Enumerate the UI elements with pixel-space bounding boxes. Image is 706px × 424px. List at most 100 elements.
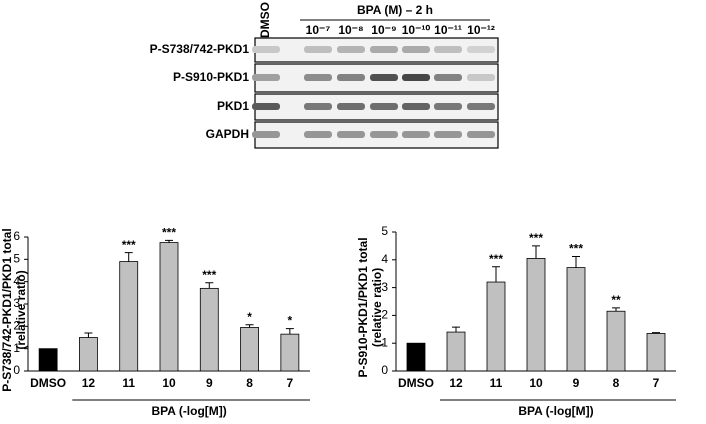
blot-row-label: GAPDH [206,127,249,141]
y-tick-label: 2 [13,319,20,333]
x-tick-label: 12 [449,376,463,390]
significance-label: *** [569,242,583,256]
blot-band [467,74,495,81]
y-tick-label: 5 [381,224,388,238]
error-bar [124,252,133,262]
blot-band [370,46,398,53]
x-tick-label: 8 [246,376,253,390]
concentration-label: 10⁻⁸ [338,23,363,37]
x-axis-label: BPA (-log[M]) [151,404,226,418]
blot-band [370,74,398,81]
blot-band [402,131,430,138]
error-bar [165,239,173,243]
x-tick-label: 9 [573,376,580,390]
significance-label: * [288,314,293,328]
error-bar [245,324,254,328]
error-bar [492,266,500,283]
y-tick-label: 1 [381,335,388,349]
blot-band [337,103,365,110]
blot-band [434,103,462,110]
y-axis-label: P-S738/742-PKD1/PKD1 total [0,228,14,391]
significance-label: * [247,310,252,324]
bar [280,333,300,372]
bar [526,258,546,372]
blot-band [252,131,280,138]
blot-row-label: PKD1 [217,99,249,113]
x-tick-label: 11 [122,376,135,390]
bar [646,333,666,372]
x-tick-label: 11 [490,376,503,390]
x-tick-label: DMSO [398,376,434,390]
x-tick-label: 12 [82,376,96,390]
significance-label: *** [122,238,136,252]
treatment-label: BPA (M) – 2 h [357,3,433,17]
x-tick-label: 10 [529,376,543,390]
x-tick-label: 9 [206,376,213,390]
blot-band [370,131,398,138]
y-tick-label: 6 [13,229,20,243]
blot-band [337,46,365,53]
x-tick-label: 7 [653,376,660,390]
blot-row-label: P-S738/742-PKD1 [150,42,250,56]
concentration-label: 10⁻¹² [467,23,495,37]
blot-band [434,46,462,53]
bar [566,267,586,372]
y-tick-label: 1 [13,341,20,355]
y-axis-label: (relative ratio) [370,268,384,347]
y-tick-label: 3 [381,280,388,294]
x-tick-label: DMSO [30,376,66,390]
blot-band [304,103,332,110]
bar [119,261,139,372]
bar [606,310,626,372]
blot-band [434,131,462,138]
blot-band [467,131,495,138]
error-bar [532,245,540,259]
error-bar [572,255,580,268]
bar [446,331,466,372]
y-tick-label: 0 [381,363,388,377]
y-tick-label: 4 [381,252,388,266]
error-bar [612,307,620,312]
x-tick-label: 7 [287,376,294,390]
blot-band [252,74,280,81]
y-tick-label: 0 [13,363,20,377]
concentration-label: 10⁻¹¹ [434,23,462,37]
bar [159,242,179,372]
blot-band [337,74,365,81]
error-bar [84,332,93,338]
blot-band [402,74,430,81]
blot-band [304,74,332,81]
blot-band [370,103,398,110]
concentration-label: 10⁻⁹ [371,23,396,37]
blot-band [402,46,430,53]
bar [38,348,58,372]
blot-band [252,103,280,110]
bar [406,342,426,372]
blot-band [467,46,495,53]
bar [240,327,259,372]
concentration-label: 10⁻⁷ [306,23,331,37]
bar [79,337,98,372]
bar [486,281,506,372]
significance-label: *** [202,268,216,282]
error-bar [205,282,214,289]
blot-band [434,74,462,81]
control-label: DMSO [258,2,272,38]
bar [199,287,219,372]
significance-label: *** [489,252,503,266]
blot-band [304,131,332,138]
significance-label: *** [162,226,176,240]
concentration-label: 10⁻¹⁰ [402,23,431,37]
y-tick-label: 5 [13,252,20,266]
blot-row-label: P-S910-PKD1 [173,70,249,84]
y-tick-label: 2 [381,308,388,322]
blot-band [467,103,495,110]
x-tick-label: 8 [613,376,620,390]
error-bar [452,326,460,333]
blot-band [304,46,332,53]
significance-label: ** [611,293,621,307]
error-bar [285,328,294,335]
blot-band [402,103,430,110]
x-tick-label: 10 [162,376,176,390]
